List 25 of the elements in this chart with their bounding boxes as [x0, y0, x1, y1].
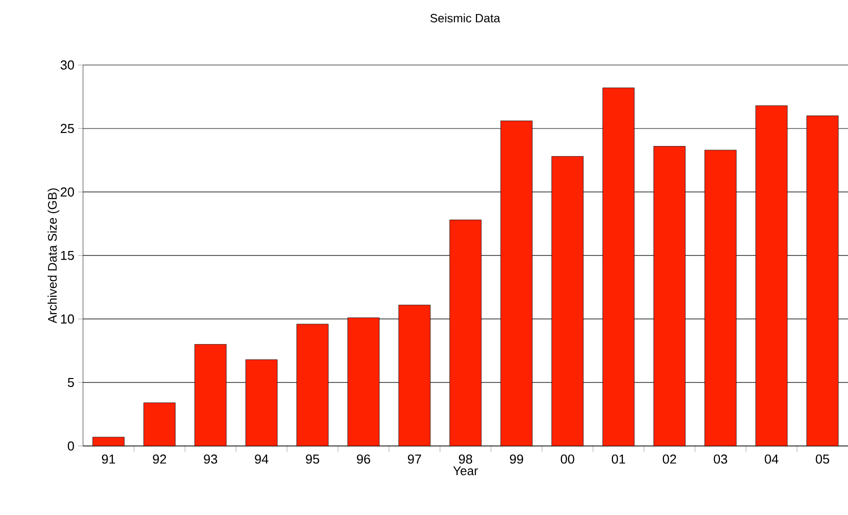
- y-axis-title: Archived Data Size (GB): [48, 188, 60, 324]
- x-tick-label: 96: [356, 454, 370, 464]
- x-tick-label: 91: [102, 454, 116, 464]
- x-tick-label: 05: [816, 454, 830, 464]
- x-tick-label: 04: [764, 454, 778, 464]
- x-tick-label: 02: [662, 454, 676, 464]
- x-tick-label: 03: [714, 454, 728, 464]
- y-tick-label: 30: [60, 60, 74, 70]
- y-tick-label: 25: [60, 124, 74, 134]
- x-tick-label: 01: [612, 454, 626, 464]
- y-tick-label: 0: [68, 441, 74, 451]
- x-tick-label: 93: [204, 454, 218, 464]
- chart-title: Seismic Data: [430, 14, 500, 22]
- y-tick-label: 10: [61, 314, 74, 324]
- y-tick-label: 15: [61, 250, 74, 260]
- x-tick-label: 00: [560, 454, 574, 464]
- x-tick-label: 92: [152, 454, 166, 464]
- x-tick-label: 94: [254, 454, 268, 464]
- x-axis-title: Year: [453, 466, 478, 476]
- x-tick-label: 99: [510, 454, 524, 464]
- x-tick-label: 98: [458, 454, 472, 464]
- x-tick-label: 95: [306, 454, 320, 464]
- y-tick-label: 5: [68, 378, 74, 387]
- y-tick-label: 20: [60, 187, 74, 197]
- x-tick-label: 97: [408, 454, 422, 464]
